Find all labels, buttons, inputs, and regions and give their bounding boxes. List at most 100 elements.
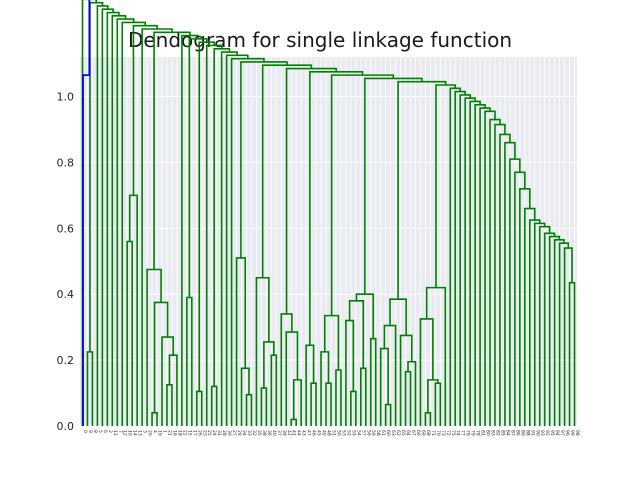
- x-tick-label: 33: [246, 430, 252, 436]
- x-tick-label: 70: [435, 430, 441, 436]
- x-tick-label: 77: [460, 430, 466, 436]
- x-tick-label: 54: [355, 430, 361, 436]
- dendrogram-link: [132, 24, 158, 196]
- dendrogram-link: [434, 382, 442, 426]
- x-tick-label: 67: [410, 430, 416, 436]
- x-tick-label: 71: [430, 430, 436, 436]
- dendrogram-link: [528, 219, 541, 426]
- x-tick-label: 5: [97, 430, 103, 433]
- x-tick-label: 24: [211, 430, 217, 436]
- dendrogram-link: [514, 171, 526, 426]
- x-tick-label: 7: [117, 430, 123, 433]
- dendrogram-links: [81, 0, 576, 426]
- x-tick-label: 57: [360, 430, 366, 436]
- x-tick-label: 53: [340, 430, 346, 436]
- x-tick-label: 52: [345, 430, 351, 436]
- x-tick-label: 10: [127, 430, 133, 436]
- x-tick-label: 62: [395, 430, 401, 436]
- x-tick-label: 30: [226, 430, 232, 436]
- x-tick-label: 90: [534, 430, 540, 436]
- dendrogram-link: [188, 38, 208, 298]
- dendrogram-link: [240, 61, 288, 258]
- y-tick-label: 0.8: [57, 156, 75, 169]
- x-tick-label: 80: [485, 430, 491, 436]
- dendrogram-link: [325, 382, 332, 426]
- x-tick-label: 60: [385, 430, 391, 436]
- x-tick-label: 4: [152, 430, 158, 433]
- x-tick-label: 91: [529, 430, 535, 436]
- x-tick-label: 32: [251, 430, 257, 436]
- x-tick-label: 47: [306, 430, 312, 436]
- dendrogram-link: [310, 382, 317, 426]
- x-tick-label: 88: [524, 430, 530, 436]
- x-tick-label: 55: [350, 430, 356, 436]
- dendrogram-link: [153, 31, 191, 270]
- y-tick-label: 1.0: [57, 91, 75, 104]
- dendrogram-link: [285, 331, 299, 426]
- dendrogram-link: [459, 94, 471, 426]
- x-tick-label: 96: [564, 430, 570, 436]
- dendrogram-link: [263, 341, 275, 389]
- x-tick-label: 51: [330, 430, 336, 436]
- x-tick-label: 23: [201, 430, 207, 436]
- x-tick-label: 74: [455, 430, 461, 436]
- dendrogram-link: [454, 90, 466, 426]
- x-tick-label: 73: [440, 430, 446, 436]
- dendrogram-link: [320, 351, 330, 426]
- x-tick-label: 81: [480, 430, 486, 436]
- dendrogram-link: [205, 44, 223, 426]
- root-link: [82, 0, 91, 426]
- x-tick-label: 37: [276, 430, 282, 436]
- dendrogram-link: [484, 110, 496, 426]
- x-tick-label: 93: [539, 430, 545, 436]
- x-tick-label: 85: [499, 430, 505, 436]
- x-tick-label: 41: [291, 430, 297, 436]
- dendrogram-link: [86, 351, 94, 426]
- x-tick-label: 2: [107, 430, 113, 433]
- x-tick-label: 44: [296, 430, 302, 436]
- dendrogram-link: [245, 393, 253, 426]
- x-tick-label: 1: [162, 430, 168, 433]
- x-tick-label: 31: [216, 430, 222, 436]
- x-tick-label: 86: [514, 430, 520, 436]
- dendrogram-link: [121, 21, 147, 426]
- dendrogram-link: [260, 387, 268, 426]
- x-tick-label: 14: [132, 430, 138, 436]
- x-tick-label: 6: [102, 430, 108, 433]
- x-tick-label: 65: [400, 430, 406, 436]
- x-tick-label: 22: [181, 430, 187, 436]
- x-tick-label: 34: [241, 430, 247, 436]
- x-tick-label: 68: [425, 430, 431, 436]
- x-tick-label: 78: [475, 430, 481, 436]
- x-tick-label: 35: [256, 430, 262, 436]
- x-tick-label: 61: [380, 430, 386, 436]
- x-tick-label: 83: [490, 430, 496, 436]
- dendrogram-link: [360, 367, 367, 426]
- x-tick-label: 28: [221, 430, 227, 436]
- x-tick-label: 25: [206, 430, 212, 436]
- x-tick-label: 48: [326, 430, 332, 436]
- chart-title: Dendogram for single linkage function: [127, 28, 513, 52]
- x-tick-label: 64: [405, 430, 411, 436]
- dendrogram-link: [225, 54, 249, 426]
- x-tick-label: 11: [112, 430, 118, 436]
- x-tick-label: 58: [375, 430, 381, 436]
- x-tick-label: 95: [549, 430, 555, 436]
- dendrogram-link: [101, 8, 114, 426]
- dendrogram-link: [504, 141, 516, 426]
- x-tick-label: 94: [554, 430, 560, 436]
- x-tick-label: 84: [504, 430, 510, 436]
- dendrogram-link: [469, 100, 481, 426]
- x-tick-label: 99: [569, 430, 575, 436]
- x-tick-label: 45: [316, 430, 322, 436]
- x-tick-label: 21: [166, 430, 172, 436]
- x-tick-label: 26: [196, 430, 202, 436]
- x-tick-label: 72: [445, 430, 451, 436]
- dendrogram-link: [364, 77, 423, 295]
- x-tick-label: 17: [191, 430, 197, 436]
- x-tick-label: 15: [186, 430, 192, 436]
- dendrogram-link: [435, 84, 457, 288]
- x-tick-label: 49: [321, 430, 327, 436]
- dendrogram-link: [553, 239, 565, 426]
- dendrogram-link: [240, 367, 250, 426]
